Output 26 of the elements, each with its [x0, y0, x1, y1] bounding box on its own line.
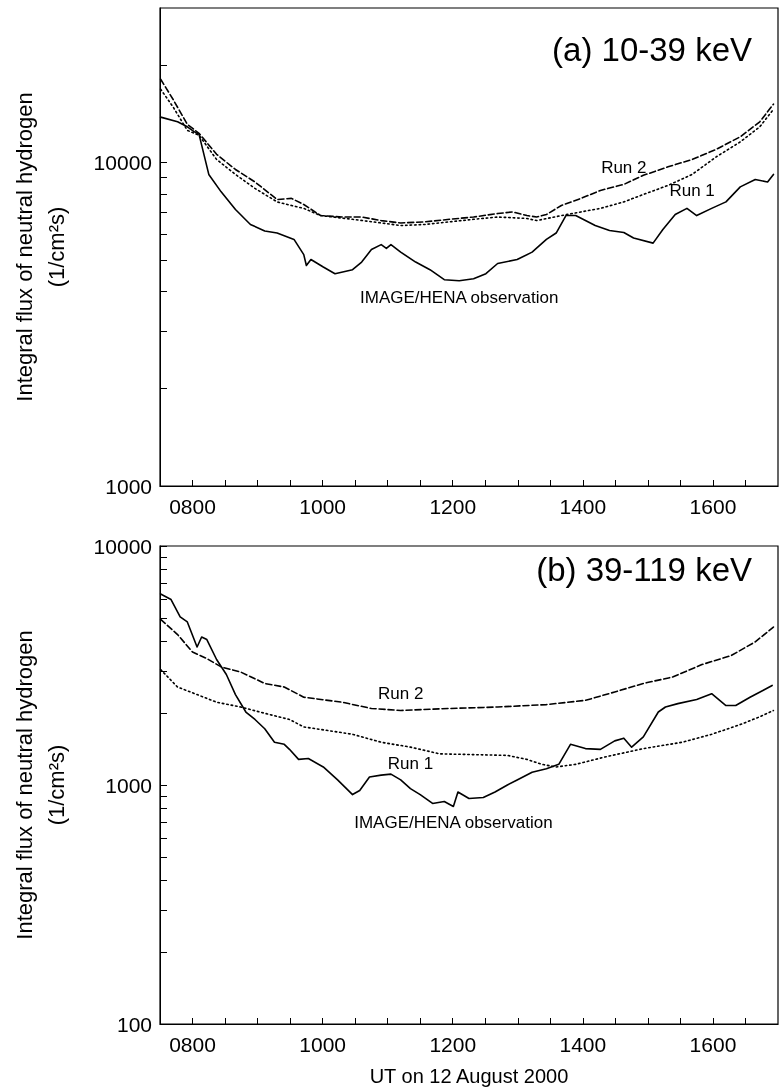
y-axis-title: Integral flux of neutral hydrogen (1/cm²s): [11, 630, 69, 940]
y-tick-label: 10000: [93, 534, 152, 558]
y-tick-label: 1000: [105, 773, 152, 797]
x-tick-label: 1000: [299, 495, 346, 518]
text: (a) 10-39 keV: [552, 31, 752, 68]
x-tick-label: 1200: [429, 1033, 477, 1056]
annotation: IMAGE/HENA observation: [360, 287, 559, 307]
x-axis-title: UT on 12 August 2000: [369, 1065, 569, 1087]
x-tick-label: 1600: [689, 1033, 737, 1056]
y-tick-label: 1000: [105, 474, 152, 498]
annotation: Run 2: [378, 684, 424, 704]
x-tick-label: 1200: [429, 495, 477, 518]
x-tick-label: 1000: [299, 1033, 346, 1056]
chart-title: (b) 39-119 keV: [536, 551, 753, 588]
annotation: Run 1: [669, 181, 715, 201]
annotation: Run 1: [387, 754, 434, 774]
x-tick-label: 1400: [559, 1033, 607, 1056]
x-tick-label: 1400: [559, 495, 607, 518]
x-tick-label: 0800: [169, 495, 216, 518]
x-tick-label: 0800: [169, 1033, 216, 1056]
annotation: Run 2: [601, 158, 647, 178]
y-tick-label: 100: [116, 1012, 152, 1036]
y-tick-label: 10000: [93, 150, 152, 174]
annotation: IMAGE/HENA observation: [354, 813, 553, 833]
y-axis-title: Integral flux of neutral hydrogen (1/cm²s): [11, 92, 69, 402]
x-tick-label: 1600: [689, 495, 737, 518]
